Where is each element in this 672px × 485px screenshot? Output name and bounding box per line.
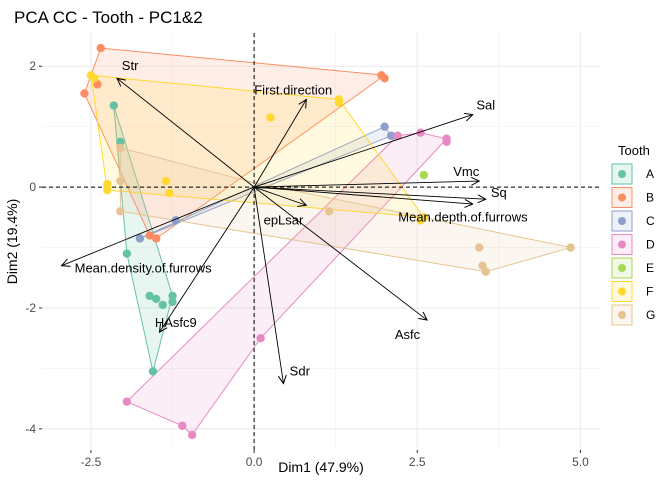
- point-F: [419, 213, 428, 222]
- y-tick-label: 0: [29, 180, 36, 194]
- x-tick-label: 2.5: [409, 455, 426, 469]
- arrow-Vmc: [254, 181, 479, 188]
- label-Mean.depth.of.furrows: Mean.depth.of.furrows: [398, 209, 528, 224]
- y-tick-label: 2: [29, 59, 36, 73]
- point-D: [256, 333, 265, 343]
- point-A: [109, 101, 118, 110]
- x-axis-label: Dim1 (47.9%): [278, 459, 364, 475]
- point-B: [145, 231, 154, 240]
- point-A: [148, 367, 158, 376]
- point-D: [122, 397, 132, 406]
- point-F: [103, 185, 112, 195]
- point-B: [96, 43, 105, 53]
- label-Vmc: Vmc: [453, 164, 480, 179]
- point-G: [566, 243, 575, 252]
- point-G: [116, 207, 125, 216]
- point-B: [152, 234, 161, 243]
- arrow-HAsfc9: [159, 186, 255, 332]
- point-F: [103, 179, 112, 189]
- point-A: [168, 291, 177, 301]
- point-D: [187, 430, 197, 440]
- legend-dot-E: [618, 264, 626, 272]
- point-C: [380, 122, 389, 131]
- x-tick-label: 5.0: [572, 455, 589, 469]
- point-A: [122, 249, 132, 258]
- legend-title: Tooth: [618, 143, 650, 158]
- arrow-Asfc: [253, 186, 427, 320]
- legend-dot-A: [618, 170, 626, 178]
- legend-label-B: B: [646, 191, 654, 205]
- legend-label-E: E: [646, 261, 654, 275]
- point-C: [386, 131, 396, 140]
- legend-label-C: C: [646, 214, 655, 228]
- point-G: [481, 267, 490, 276]
- point-A: [145, 291, 154, 301]
- point-D: [442, 137, 451, 146]
- x-tick-label: 0.0: [246, 455, 263, 469]
- point-A: [116, 137, 125, 146]
- y-tick-label: -2: [25, 301, 36, 315]
- point-B: [80, 89, 89, 98]
- point-A: [158, 300, 167, 310]
- legend-label-A: A: [646, 167, 654, 181]
- hull-G: [119, 147, 571, 273]
- legend-label-F: F: [646, 285, 653, 299]
- arrow-Sq: [254, 186, 486, 199]
- hull-B: [83, 47, 387, 240]
- y-axis-label: Dim2 (19.4%): [4, 199, 20, 285]
- legend-dot-C: [618, 217, 626, 225]
- point-G: [324, 207, 334, 216]
- arrow-Sdr: [253, 187, 283, 383]
- legend-dot-G: [618, 311, 626, 319]
- point-F: [90, 74, 99, 83]
- arrow-Str: [117, 78, 255, 188]
- point-D: [416, 128, 425, 137]
- arrow-Mean.density.of.furrows: [62, 186, 255, 266]
- point-A: [168, 297, 177, 307]
- point-G: [116, 143, 125, 153]
- point-F: [165, 188, 174, 198]
- label-Sq: Sq: [491, 185, 507, 200]
- label-Sdr: Sdr: [290, 363, 311, 378]
- point-F: [266, 113, 275, 122]
- point-A: [152, 294, 161, 304]
- legend-label-D: D: [646, 238, 655, 252]
- point-C: [135, 234, 145, 243]
- legend-dot-B: [618, 193, 626, 202]
- label-epLsar: epLsar: [264, 212, 304, 227]
- chart-title: PCA CC - Tooth - PC1&2: [14, 8, 203, 27]
- label-Str: Str: [122, 58, 139, 73]
- point-B: [380, 74, 389, 83]
- point-F: [334, 98, 344, 107]
- point-D: [178, 421, 187, 431]
- legend-label-G: G: [646, 308, 655, 322]
- point-F: [161, 176, 171, 186]
- y-tick-label: -4: [25, 422, 36, 436]
- arrow-Sal: [253, 115, 473, 188]
- point-E: [419, 170, 428, 180]
- arrow-First.direction: [253, 99, 306, 188]
- label-Sal: Sal: [476, 98, 495, 113]
- point-D: [393, 131, 402, 140]
- legend-dot-F: [618, 287, 626, 296]
- arrow-epLsar: [253, 186, 306, 205]
- label-Asfc: Asfc: [395, 327, 421, 342]
- legend-dot-D: [618, 240, 626, 249]
- label-HAsfc9: HAsfc9: [155, 315, 197, 330]
- point-G: [116, 176, 125, 186]
- x-tick-label: -2.5: [81, 455, 102, 469]
- arrow-Mean.depth.of.furrows: [254, 186, 473, 204]
- point-G: [475, 243, 484, 252]
- label-Mean.density.of.furrows: Mean.density.of.furrows: [75, 261, 213, 276]
- label-First.direction: First.direction: [254, 82, 332, 97]
